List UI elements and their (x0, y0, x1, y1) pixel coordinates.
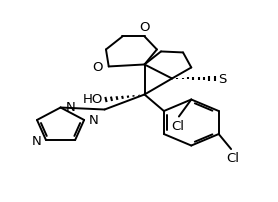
Text: HO: HO (83, 93, 103, 105)
Text: N: N (66, 101, 75, 114)
Text: N: N (31, 134, 41, 147)
Text: Cl: Cl (171, 119, 184, 132)
Text: N: N (89, 114, 99, 127)
Text: O: O (93, 61, 103, 74)
Text: S: S (218, 73, 226, 86)
Text: Cl: Cl (226, 152, 239, 165)
Text: O: O (139, 21, 150, 34)
